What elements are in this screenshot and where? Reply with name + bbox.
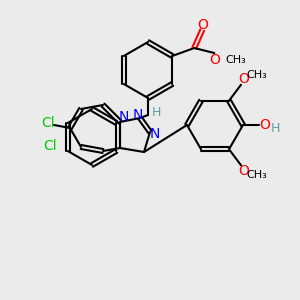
Text: O: O bbox=[238, 164, 249, 178]
Text: CH₃: CH₃ bbox=[247, 170, 267, 180]
Text: O: O bbox=[260, 118, 270, 132]
Text: O: O bbox=[238, 72, 249, 86]
Text: Cl: Cl bbox=[41, 116, 55, 130]
Text: CH₃: CH₃ bbox=[226, 55, 247, 65]
Text: CH₃: CH₃ bbox=[247, 70, 267, 80]
Text: N: N bbox=[150, 127, 160, 141]
Text: O: O bbox=[209, 53, 220, 67]
Text: H: H bbox=[270, 122, 280, 134]
Text: N: N bbox=[133, 108, 143, 122]
Text: O: O bbox=[197, 18, 208, 32]
Text: N: N bbox=[119, 110, 129, 124]
Text: Cl: Cl bbox=[43, 139, 57, 153]
Text: H: H bbox=[151, 106, 161, 118]
